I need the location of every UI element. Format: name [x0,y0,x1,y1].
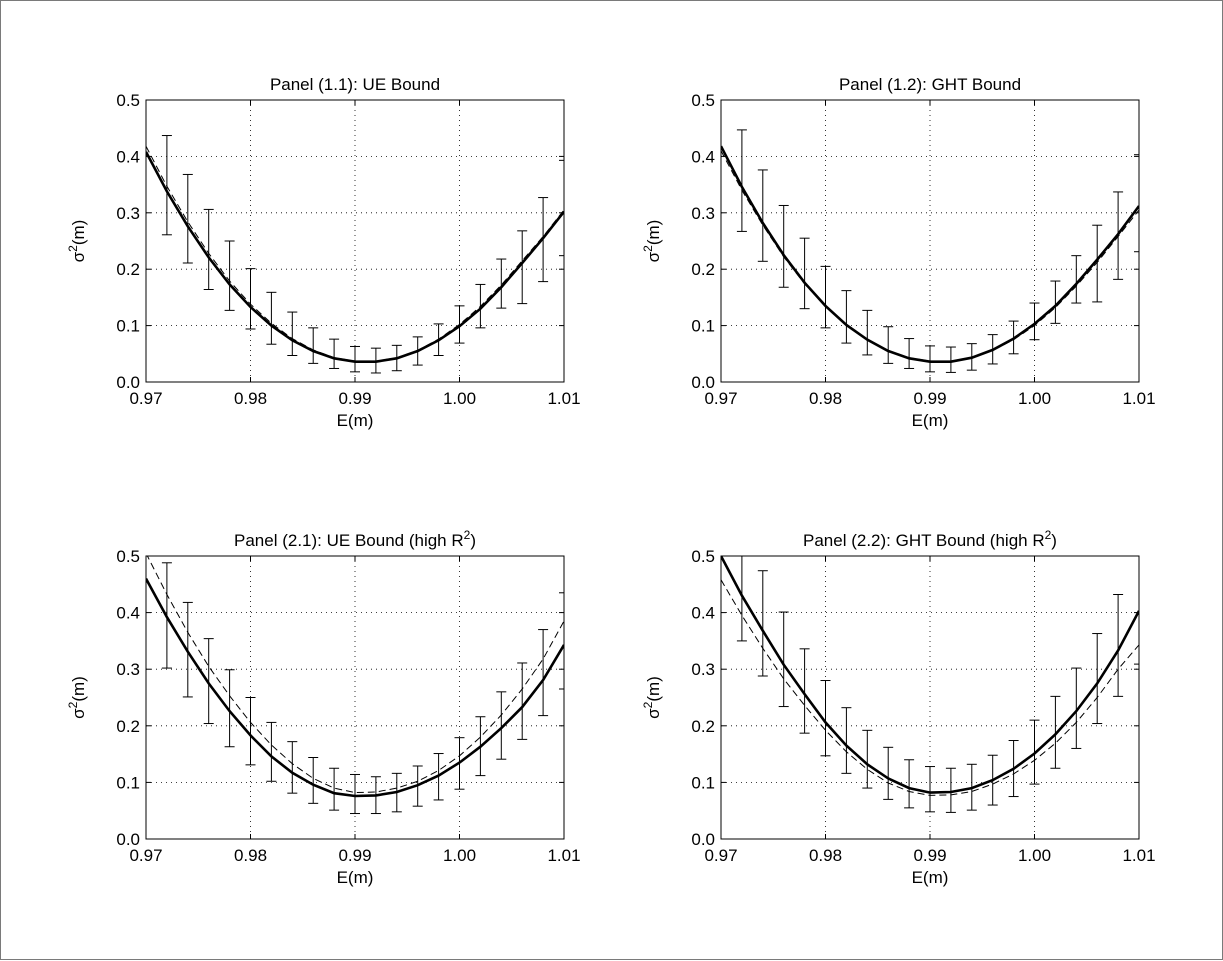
x-tick-label: 0.99 [913,389,946,408]
x-tick-label: 1.01 [1122,389,1155,408]
chart-title: Panel (2.1): UE Bound (high R2) [234,528,476,550]
y-tick-label: 0.1 [691,317,715,336]
y-axis-label: σ2(m) [66,220,88,263]
x-tick-label: 0.98 [234,846,267,865]
y-tick-label: 0.2 [116,717,140,736]
x-tick-label: 1.01 [547,389,580,408]
series-line-dashed [146,556,564,794]
x-tick-label: 1.01 [1122,846,1155,865]
x-tick-label: 0.98 [809,389,842,408]
x-tick-label: 0.99 [913,846,946,865]
y-tick-label: 0.3 [691,204,715,223]
x-tick-label: 0.97 [704,846,737,865]
chart-panel-1: 0.97 0.98 0.99 1.00 1.01 0.0 0.1 0.2 0.3 0.4 0.5 Pa… [66,75,581,430]
x-tick-label: 0.99 [338,389,371,408]
y-tick-label: 0.5 [116,547,140,566]
y-axis-label: σ2(m) [641,220,663,263]
y-tick-label: 0.3 [691,660,715,679]
y-tick-label: 0.1 [116,773,140,792]
y-tick-label: 0.0 [116,373,140,392]
y-tick-label: 0.4 [691,604,715,623]
x-tick-label: 1.00 [1018,846,1051,865]
x-tick-label: 1.00 [443,846,476,865]
y-tick-label: 0.4 [116,147,140,166]
x-axis-label: E(m) [912,411,949,430]
y-axis-label: σ2(m) [66,676,88,719]
x-tick-label: 0.97 [129,389,162,408]
y-tick-label: 0.5 [691,91,715,110]
y-tick-label: 0.2 [691,260,715,279]
y-tick-label: 0.4 [116,604,140,623]
y-tick-label: 0.3 [116,204,140,223]
x-axis-label: E(m) [337,868,374,887]
x-tick-label: 0.97 [129,846,162,865]
chart-panel-4: 0.97 0.98 0.99 1.00 1.01 0.0 0.1 0.2 0.3 0.4 0.5 Pa… [641,528,1156,887]
y-tick-label: 0.0 [691,373,715,392]
x-tick-label: 0.98 [809,846,842,865]
chart-panel-2: 0.97 0.98 0.99 1.00 1.01 0.0 0.1 0.2 0.3 0.4 0.5 Pa… [641,75,1156,430]
y-tick-label: 0.2 [116,260,140,279]
x-tick-label: 0.97 [704,389,737,408]
chart-title: Panel (1.1): UE Bound [270,75,440,94]
y-tick-label: 0.1 [691,773,715,792]
chart-title: Panel (2.2): GHT Bound (high R2) [803,528,1057,550]
y-tick-label: 0.1 [116,317,140,336]
x-tick-label: 1.00 [443,389,476,408]
x-tick-label: 0.99 [338,846,371,865]
x-tick-label: 1.01 [547,846,580,865]
x-axis-label: E(m) [912,868,949,887]
y-axis-label: σ2(m) [641,676,663,719]
y-tick-label: 0.5 [691,547,715,566]
y-tick-label: 0.0 [691,830,715,849]
x-tick-label: 0.98 [234,389,267,408]
x-axis-label: E(m) [337,411,374,430]
chart-panel-3: 0.97 0.98 0.99 1.00 1.01 0.0 0.1 0.2 0.3 0.4 0.5 Pa… [66,528,581,887]
y-tick-label: 0.4 [691,147,715,166]
x-tick-label: 1.00 [1018,389,1051,408]
y-tick-label: 0.0 [116,830,140,849]
chart-title: Panel (1.2): GHT Bound [839,75,1021,94]
y-tick-label: 0.2 [691,717,715,736]
y-tick-label: 0.5 [116,91,140,110]
y-tick-label: 0.3 [116,660,140,679]
